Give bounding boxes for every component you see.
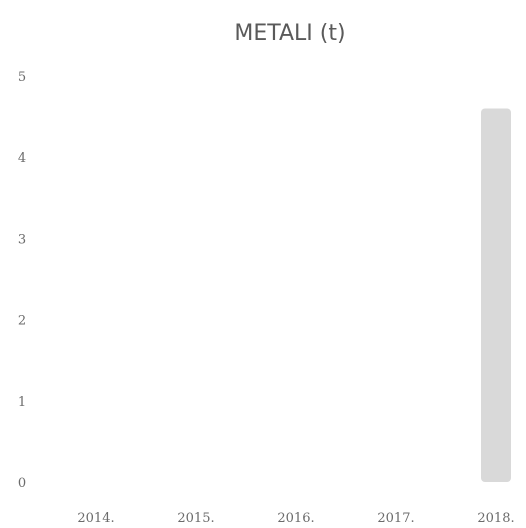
bars: [481, 108, 511, 482]
y-tick-label: 3: [18, 232, 26, 247]
y-tick-label: 0: [18, 476, 26, 491]
y-axis-ticks: 0 1 2 3 4 5: [18, 70, 26, 491]
y-tick-label: 1: [18, 395, 26, 410]
x-tick-label: 2015.: [177, 511, 214, 526]
y-tick-label: 5: [18, 70, 26, 85]
x-tick-label: 2014.: [77, 511, 114, 526]
y-tick-label: 2: [18, 314, 26, 329]
x-axis-ticks: 2014. 2015. 2016. 2017. 2018.: [77, 511, 514, 526]
bar-2018: [481, 108, 511, 482]
x-tick-label: 2016.: [277, 511, 314, 526]
chart-title: METALI (t): [234, 21, 345, 46]
x-tick-label: 2018.: [477, 511, 514, 526]
y-tick-label: 4: [18, 151, 26, 166]
x-tick-label: 2017.: [377, 511, 414, 526]
